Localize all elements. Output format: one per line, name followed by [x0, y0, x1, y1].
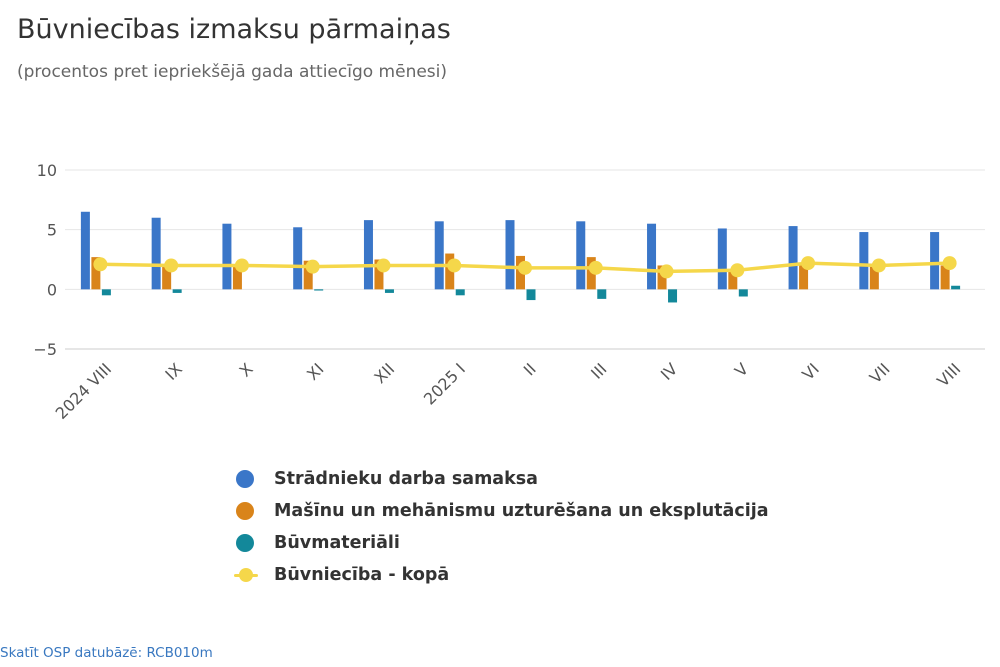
bar-2	[728, 269, 738, 290]
chart-subtitle: (procentos pret iepriekšējā gada attiecī…	[17, 62, 448, 82]
legend-label: Mašīnu un mehānismu uzturēšana un eksplu…	[274, 501, 769, 521]
legend-item-labour[interactable]: Strādnieku darba samaksa	[234, 463, 769, 495]
bar-2	[374, 259, 384, 290]
legend-line-icon	[234, 565, 270, 585]
bar-2	[445, 253, 455, 290]
legend-dot-icon	[234, 533, 270, 553]
legend-dot-icon	[234, 469, 270, 489]
bar-3	[101, 289, 111, 296]
bar-1	[80, 211, 90, 290]
bar-2	[799, 264, 809, 290]
x-tick-label: X	[236, 359, 257, 380]
total-point	[871, 258, 886, 273]
total-point	[164, 258, 179, 273]
bar-1	[788, 226, 798, 290]
bar-1	[363, 220, 373, 290]
legend-label: Būvniecība - kopā	[274, 565, 450, 585]
bar-3	[384, 289, 394, 293]
chart-legend: Strādnieku darba samaksa Mašīnu un mehān…	[234, 463, 769, 591]
total-point	[801, 256, 816, 271]
bar-2	[940, 265, 950, 290]
bar-2	[232, 265, 242, 290]
x-tick-label: VIII	[933, 359, 964, 390]
bar-1	[222, 223, 232, 290]
legend-label: Strādnieku darba samaksa	[274, 469, 538, 489]
total-point	[447, 258, 462, 273]
database-source-link[interactable]: Skatīt OSP datubāzē: RCB010m	[0, 645, 213, 661]
y-tick-label: 0	[47, 280, 57, 299]
bar-1	[151, 217, 161, 290]
total-point	[588, 260, 603, 275]
total-point	[730, 263, 745, 278]
bar-1	[434, 221, 444, 290]
x-tick-label: III	[587, 359, 610, 382]
legend-item-machinery[interactable]: Mašīnu un mehānismu uzturēšana un eksplu…	[234, 495, 769, 527]
x-tick-label: 2024 VIII	[52, 359, 116, 423]
x-tick-label: VI	[798, 359, 823, 384]
legend-item-materials[interactable]: Būvmateriāli	[234, 527, 769, 559]
bar-3	[668, 289, 678, 303]
bar-1	[859, 232, 869, 290]
legend-label: Būvmateriāli	[274, 533, 400, 553]
bar-3	[314, 289, 324, 291]
total-point	[376, 258, 391, 273]
x-tick-label: V	[731, 359, 752, 380]
x-tick-label: XI	[303, 359, 328, 384]
y-tick-label: −5	[33, 340, 57, 359]
x-tick-label: XII	[370, 359, 398, 387]
total-point	[234, 258, 249, 273]
total-point	[93, 257, 108, 272]
bar-1	[505, 220, 515, 290]
x-tick-label: IX	[161, 359, 186, 384]
bar-3	[526, 289, 536, 301]
bar-3	[455, 289, 465, 296]
x-tick-label: 2025 I	[420, 359, 469, 408]
x-tick-label: II	[520, 359, 540, 379]
bar-3	[597, 289, 607, 299]
bar-1	[576, 221, 586, 290]
legend-item-total[interactable]: Būvniecība - kopā	[234, 559, 769, 591]
total-point	[518, 260, 532, 275]
bar-3	[951, 285, 961, 290]
bar-2	[586, 257, 596, 290]
bar-3	[172, 289, 182, 293]
y-tick-label: 10	[37, 161, 57, 180]
bar-3	[738, 289, 748, 297]
bar-1	[717, 228, 727, 290]
bar-2	[91, 257, 101, 290]
chart-title: Būvniecības izmaksu pārmaiņas	[17, 14, 451, 45]
y-tick-label: 5	[47, 221, 57, 240]
bar-1	[647, 223, 657, 290]
total-point	[659, 264, 674, 279]
bar-1	[930, 232, 940, 290]
total-point	[942, 256, 957, 271]
legend-dot-icon	[234, 501, 270, 521]
x-tick-label: IV	[657, 359, 682, 384]
x-tick-label: VII	[866, 359, 894, 387]
bar-2	[869, 266, 879, 290]
bar-2	[303, 260, 313, 290]
total-point	[305, 259, 320, 274]
bar-2	[162, 265, 172, 290]
bar-2	[657, 265, 667, 290]
bar-1	[293, 227, 303, 290]
